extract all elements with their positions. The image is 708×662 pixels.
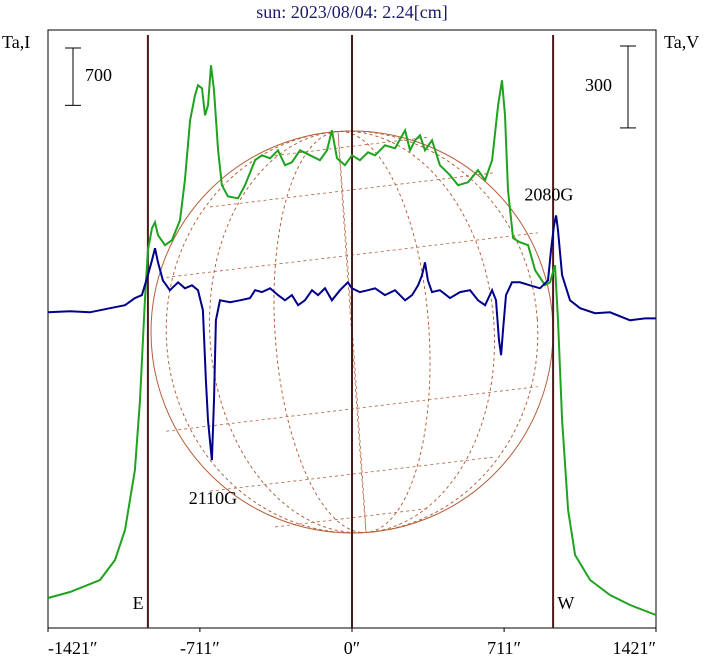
series-line (47, 65, 657, 616)
annotation: W (557, 593, 574, 613)
chart-title: sun: 2023/08/04: 2.24[cm] (256, 2, 448, 22)
x-tick-label: 1421″ (613, 638, 657, 658)
annotation: E (133, 593, 144, 613)
disk-meridian (209, 130, 495, 534)
x-tick-label: -711″ (180, 638, 220, 658)
disk-parallel (275, 508, 429, 528)
x-tick-label: -1421″ (48, 638, 98, 658)
y-axis-label: Ta,I (2, 32, 30, 52)
y2-axis-label: Ta,V (664, 32, 699, 52)
annotation: 2080G (524, 185, 573, 205)
annotation: 2110G (189, 488, 237, 508)
disk-parallel (275, 136, 429, 156)
scale-bar-label: 700 (85, 65, 112, 85)
x-tick-label: 0″ (344, 638, 361, 658)
scale-bar-label: 300 (585, 75, 612, 95)
series-line (47, 215, 656, 461)
x-tick-label: 711″ (487, 638, 521, 658)
disk-meridian (165, 130, 539, 534)
